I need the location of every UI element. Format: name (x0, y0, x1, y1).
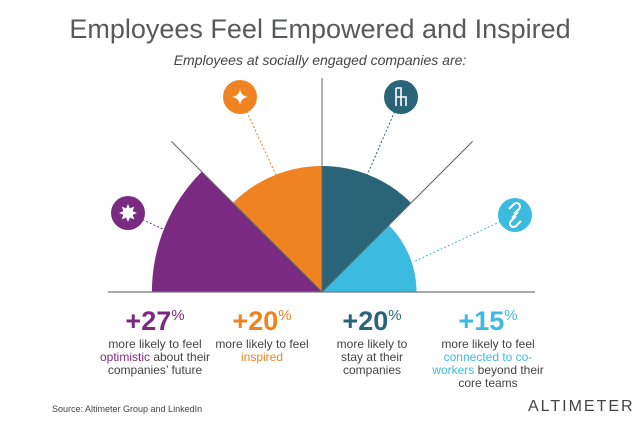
leader-line (364, 96, 402, 181)
divider-line (171, 141, 323, 293)
altimeter-logo: ALTIMETER (528, 398, 635, 415)
stat-text: more likely to feel (441, 337, 535, 351)
stat-text: more likely to feel (108, 337, 202, 351)
link-glyph (508, 201, 522, 229)
stat-text: more likely to feel (215, 337, 309, 351)
leader-line (412, 214, 516, 263)
wedge-optimistic (151, 171, 322, 292)
stat-optimistic: +27% more likely to feel optimistic abou… (90, 300, 220, 377)
stat-connected: +15% more likely to feel connected to co… (423, 300, 553, 390)
stat-highlight: optimistic (99, 350, 150, 364)
stat-value: +20% (342, 306, 402, 336)
subtitle: Employees at socially engaged companies … (173, 52, 467, 68)
leader-line (127, 212, 166, 231)
stat-highlight: connected to co-workers (432, 350, 533, 377)
sparkle-glyph (232, 89, 248, 105)
stat-text: about their companies’ future (107, 350, 211, 377)
stat-value: +20% (232, 306, 292, 336)
stat-text: more likely to stay at their companies (336, 337, 408, 377)
starburst-glyph (119, 204, 137, 222)
stat-value: +15% (458, 306, 518, 336)
stat-value: +27% (125, 306, 185, 336)
source-note: Source: Altimeter Group and LinkedIn (52, 404, 203, 414)
stat-inspired: +20% more likely to feel inspired (197, 300, 327, 364)
stat-highlight: inspired (240, 350, 284, 364)
divider-line (321, 141, 473, 293)
stat-stay: +20% more likely to stay at their compan… (307, 300, 437, 377)
wedge-connected (322, 225, 417, 292)
page-title: Employees Feel Empowered and Inspired (69, 14, 571, 44)
stat-text: beyond their core teams (458, 363, 544, 390)
wedge-inspired (232, 166, 322, 292)
chair-glyph (395, 87, 407, 106)
wedge-stay (322, 166, 412, 292)
